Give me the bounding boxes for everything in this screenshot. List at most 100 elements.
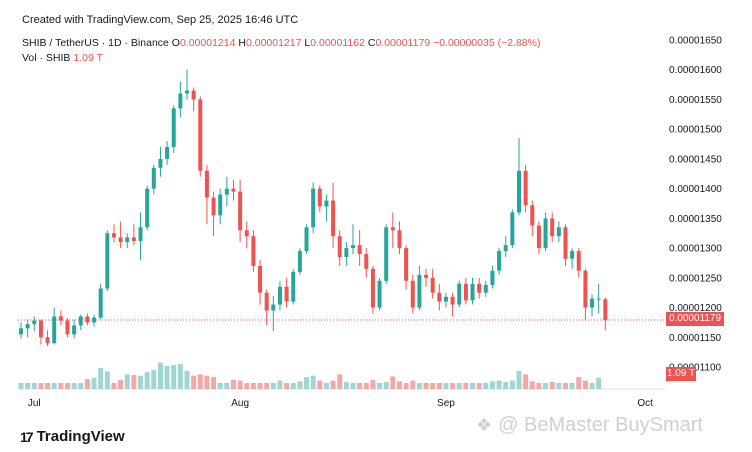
volume-bar <box>496 380 502 389</box>
volume-bar <box>244 383 250 389</box>
volume-bar <box>257 383 263 389</box>
candle-body <box>45 337 50 344</box>
candle-body <box>231 188 236 192</box>
volume-bar <box>323 382 329 389</box>
candle-body <box>65 320 70 335</box>
last-price-tag: 0.00001179 <box>666 312 724 326</box>
volume-bar <box>410 380 416 389</box>
volume-bar <box>589 383 595 389</box>
candle-body <box>145 188 150 228</box>
candle-body <box>457 283 462 305</box>
volume-bar <box>450 383 456 389</box>
volume-bar <box>343 382 349 389</box>
candle-body <box>185 90 189 94</box>
volume-bar <box>503 382 509 389</box>
watermark: ❖ @ BeMaster BuySmart <box>476 414 703 437</box>
volume-bar <box>483 382 489 389</box>
volume-bar <box>264 383 270 389</box>
ohlc-legend: SHIB / TetherUS · 1D · Binance O0.000012… <box>22 37 540 49</box>
volume-bar <box>204 375 210 389</box>
candle-body <box>483 284 488 293</box>
volume-bar <box>111 383 117 389</box>
volume-bar <box>337 374 343 389</box>
candle-body <box>410 280 415 308</box>
candle-body <box>576 251 581 271</box>
candle-body <box>497 251 502 271</box>
volume-bar <box>290 383 296 389</box>
x-axis: Jul Aug Sep Oct <box>28 398 653 409</box>
volume-bar <box>224 383 230 389</box>
volume-bar <box>569 383 575 389</box>
diamond-logo-icon: ❖ <box>476 415 493 435</box>
candle-body <box>19 328 23 335</box>
candle-body <box>324 200 329 207</box>
candle-body <box>98 288 103 318</box>
y-tick-label: 0.00001500 <box>669 125 722 136</box>
volume-bar <box>184 370 190 389</box>
volume-bar <box>197 374 203 389</box>
candle-body <box>178 93 183 109</box>
volume-bar <box>297 381 303 389</box>
x-tick-label: Aug <box>231 398 249 409</box>
candle-body <box>357 245 362 255</box>
candle-body <box>331 200 336 237</box>
volume-bar <box>131 375 137 389</box>
volume-bar <box>270 383 276 389</box>
volume-bar <box>383 382 389 389</box>
candle-body <box>384 227 389 281</box>
volume-bar <box>436 383 442 389</box>
candle-body <box>503 245 508 252</box>
volume-label: Vol · SHIB <box>22 52 71 64</box>
candle-body <box>351 245 355 249</box>
volume-bar <box>443 383 449 389</box>
volume-value: 1.09 T <box>73 52 103 64</box>
candle-body <box>258 265 263 293</box>
volume-bar <box>164 365 170 389</box>
close-label: C <box>367 37 376 49</box>
volume-bar <box>144 372 150 389</box>
volume-bar <box>463 383 469 389</box>
candle-body <box>344 248 349 258</box>
candle-body <box>138 227 143 241</box>
change-value: −0.00000035 (−2.88%) <box>433 37 541 49</box>
open-value: 0.00001214 <box>179 37 236 49</box>
candle-body <box>297 251 302 272</box>
candle-body <box>556 227 561 237</box>
open-label: O <box>171 37 180 49</box>
x-tick-label: Sep <box>437 398 455 409</box>
volume-bar <box>118 379 124 389</box>
volume-bar <box>304 377 310 389</box>
volume-bar <box>556 383 562 389</box>
candle-body <box>304 227 309 252</box>
candle-body <box>198 99 203 171</box>
candle-body <box>244 230 249 237</box>
volume-bar <box>310 375 316 389</box>
candle-body <box>404 248 409 281</box>
y-tick-label: 0.00001150 <box>669 333 722 344</box>
y-tick-label: 0.00001400 <box>669 184 722 195</box>
volume-bar <box>456 383 462 389</box>
volume-bar <box>58 383 64 389</box>
candle-body <box>536 225 541 249</box>
volume-bar <box>377 383 383 389</box>
candle-body <box>271 304 276 311</box>
watermark-text: @ BeMaster BuySmart <box>498 414 703 436</box>
candle-body <box>284 286 289 302</box>
volume-bar <box>177 363 183 389</box>
volume-bar <box>237 380 243 389</box>
candle-body <box>277 286 282 305</box>
symbol-label: SHIB / TetherUS · 1D · Binance <box>22 37 169 49</box>
volume-bar <box>370 379 376 389</box>
candle-body <box>25 324 30 329</box>
volume-bar <box>317 380 323 389</box>
volume-bar <box>396 381 402 389</box>
candle-body <box>317 188 322 207</box>
candle-body <box>364 254 369 269</box>
candle-body <box>430 277 435 293</box>
volume-bar <box>363 383 369 389</box>
low-label: L <box>304 37 311 49</box>
volume-bar <box>64 383 70 389</box>
candle-body <box>72 325 77 335</box>
candle-body <box>463 283 468 301</box>
